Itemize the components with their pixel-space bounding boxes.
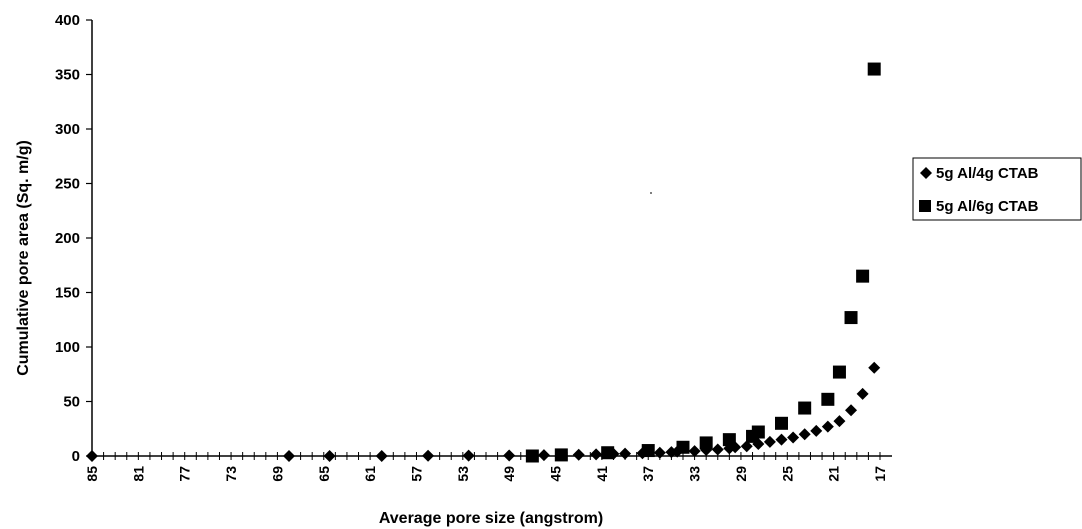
x-tick-label: 25 xyxy=(779,466,795,482)
data-point-diamond xyxy=(572,448,585,461)
x-tick-label: 85 xyxy=(84,466,100,482)
data-point-square xyxy=(525,449,539,463)
data-point-square xyxy=(856,269,870,283)
data-point-diamond xyxy=(688,445,701,458)
data-point-square xyxy=(821,392,835,406)
x-tick-label: 33 xyxy=(687,466,703,482)
data-point-diamond xyxy=(86,450,98,462)
data-point-square xyxy=(867,62,881,76)
x-tick-label: 77 xyxy=(177,466,193,482)
legend: 5g Al/4g CTAB 5g Al/6g CTAB xyxy=(912,157,1082,221)
data-point-diamond xyxy=(653,446,666,459)
data-point-diamond xyxy=(375,450,388,462)
x-tick-label: 17 xyxy=(872,466,888,482)
y-axis: 0 50 100 150 200 250 300 350 400 xyxy=(55,12,93,465)
data-point-diamond xyxy=(821,420,834,433)
data-point-square xyxy=(722,433,736,447)
data-point-diamond xyxy=(845,404,858,417)
data-point-diamond xyxy=(787,431,800,444)
data-point-square xyxy=(775,416,788,430)
y-axis-title: Cumulative pore area (Sq. m/g) xyxy=(15,140,32,376)
legend-marker-diamond xyxy=(920,167,932,179)
data-point-square xyxy=(699,436,713,450)
data-point-diamond xyxy=(711,443,724,456)
data-point-diamond xyxy=(462,449,475,462)
stray-dot xyxy=(650,192,652,194)
x-tick-label: 21 xyxy=(826,466,842,482)
data-point-diamond xyxy=(323,450,336,462)
y-tick-label: 250 xyxy=(55,176,80,193)
data-point-diamond xyxy=(537,449,550,462)
y-tick-label: 400 xyxy=(55,12,80,29)
data-point-diamond xyxy=(868,361,881,374)
data-point-diamond xyxy=(775,433,788,446)
data-point-diamond xyxy=(740,440,753,453)
x-tick-label: 45 xyxy=(548,466,564,482)
data-point-square xyxy=(751,425,765,439)
data-point-diamond xyxy=(810,424,823,437)
data-point-square xyxy=(676,440,690,454)
legend-label-series-2: 5g Al/6g CTAB xyxy=(936,198,1039,215)
series-2 xyxy=(525,62,881,463)
x-tick-label: 61 xyxy=(362,466,378,482)
series-1 xyxy=(86,361,881,462)
data-point-square xyxy=(554,448,568,462)
x-axis-title: Average pore size (angstrom) xyxy=(379,510,603,527)
x-tick-label: 81 xyxy=(130,466,146,482)
data-point-square xyxy=(601,446,615,460)
legend-box xyxy=(912,157,1082,221)
legend-marker-square xyxy=(919,200,931,212)
x-tick-label: 37 xyxy=(640,466,656,482)
data-point-diamond xyxy=(422,449,435,462)
x-tick-label: 29 xyxy=(733,466,749,482)
data-point-diamond xyxy=(619,447,632,460)
x-tick-label: 41 xyxy=(594,466,610,482)
x-tick-label: 49 xyxy=(501,466,517,482)
y-tick-label: 100 xyxy=(55,339,80,356)
data-point-square xyxy=(641,444,655,458)
x-tick-label: 69 xyxy=(269,466,285,482)
data-point-diamond xyxy=(590,448,603,461)
x-axis: 85 81 77 73 69 65 61 57 53 49 45 41 37 33 29 25 21 17 xyxy=(84,452,892,482)
data-point-square xyxy=(832,365,846,379)
x-tick-label: 73 xyxy=(223,466,239,482)
y-tick-label: 50 xyxy=(63,394,80,411)
y-tick-label: 200 xyxy=(55,230,80,247)
x-tick-label: 53 xyxy=(455,466,471,482)
y-tick-label: 150 xyxy=(55,285,80,302)
x-tick-label: 57 xyxy=(408,466,424,482)
data-point-diamond xyxy=(798,428,811,441)
data-point-diamond xyxy=(833,415,846,428)
data-point-diamond xyxy=(283,450,295,462)
data-point-square xyxy=(844,311,858,325)
y-tick-label: 300 xyxy=(55,121,80,138)
x-tick-label: 65 xyxy=(316,466,332,482)
y-tick-label: 0 xyxy=(72,448,80,465)
data-point-diamond xyxy=(503,449,516,462)
data-point-diamond xyxy=(856,387,869,400)
data-point-diamond xyxy=(763,435,776,448)
legend-label-series-1: 5g Al/4g CTAB xyxy=(936,165,1039,182)
data-point-square xyxy=(798,401,812,415)
plot-series xyxy=(86,62,881,463)
y-tick-label: 350 xyxy=(55,67,80,84)
